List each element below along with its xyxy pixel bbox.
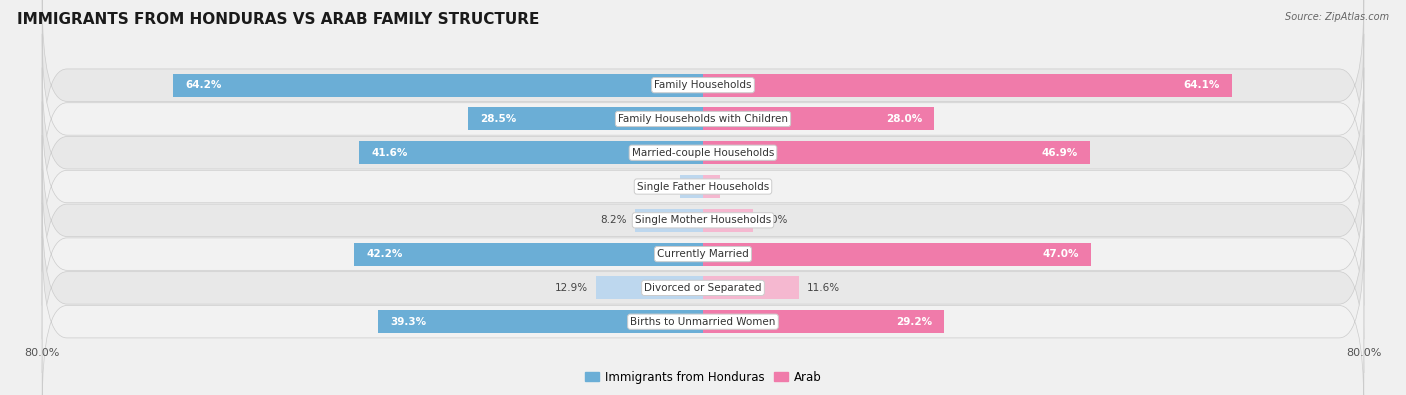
- Bar: [596, 276, 703, 299]
- Text: Married-couple Households: Married-couple Households: [631, 148, 775, 158]
- Text: 11.6%: 11.6%: [807, 283, 841, 293]
- Bar: [703, 175, 720, 198]
- Bar: [703, 209, 752, 232]
- Text: 41.6%: 41.6%: [371, 148, 408, 158]
- Text: Source: ZipAtlas.com: Source: ZipAtlas.com: [1285, 12, 1389, 22]
- Bar: [703, 74, 1233, 97]
- Bar: [703, 243, 1091, 265]
- Text: 64.2%: 64.2%: [186, 80, 222, 90]
- Bar: [703, 310, 945, 333]
- FancyBboxPatch shape: [42, 102, 1364, 272]
- Text: 39.3%: 39.3%: [391, 317, 427, 327]
- FancyBboxPatch shape: [42, 34, 1364, 204]
- FancyBboxPatch shape: [42, 169, 1364, 339]
- Text: 12.9%: 12.9%: [555, 283, 588, 293]
- Text: Currently Married: Currently Married: [657, 249, 749, 259]
- Text: Single Mother Households: Single Mother Households: [636, 215, 770, 225]
- FancyBboxPatch shape: [42, 135, 1364, 305]
- FancyBboxPatch shape: [42, 237, 1364, 395]
- Bar: [681, 175, 703, 198]
- Text: Family Households: Family Households: [654, 80, 752, 90]
- Legend: Immigrants from Honduras, Arab: Immigrants from Honduras, Arab: [579, 366, 827, 388]
- Text: 47.0%: 47.0%: [1042, 249, 1078, 259]
- Bar: [636, 209, 703, 232]
- Bar: [173, 74, 703, 97]
- Text: 8.2%: 8.2%: [600, 215, 627, 225]
- Text: 42.2%: 42.2%: [367, 249, 404, 259]
- Text: 28.0%: 28.0%: [886, 114, 922, 124]
- Text: Family Households with Children: Family Households with Children: [619, 114, 787, 124]
- Bar: [703, 107, 934, 130]
- Text: Single Father Households: Single Father Households: [637, 182, 769, 192]
- FancyBboxPatch shape: [42, 0, 1364, 170]
- Text: 46.9%: 46.9%: [1042, 148, 1078, 158]
- Bar: [703, 276, 799, 299]
- Text: 2.8%: 2.8%: [645, 182, 672, 192]
- Bar: [354, 243, 703, 265]
- Text: Births to Unmarried Women: Births to Unmarried Women: [630, 317, 776, 327]
- Text: 2.1%: 2.1%: [728, 182, 755, 192]
- Bar: [360, 141, 703, 164]
- Text: 64.1%: 64.1%: [1184, 80, 1220, 90]
- Text: IMMIGRANTS FROM HONDURAS VS ARAB FAMILY STRUCTURE: IMMIGRANTS FROM HONDURAS VS ARAB FAMILY …: [17, 12, 540, 27]
- Bar: [703, 141, 1091, 164]
- Bar: [468, 107, 703, 130]
- Text: 28.5%: 28.5%: [479, 114, 516, 124]
- FancyBboxPatch shape: [42, 203, 1364, 373]
- Text: Divorced or Separated: Divorced or Separated: [644, 283, 762, 293]
- Text: 6.0%: 6.0%: [761, 215, 787, 225]
- Bar: [378, 310, 703, 333]
- FancyBboxPatch shape: [42, 68, 1364, 238]
- Text: 29.2%: 29.2%: [896, 317, 932, 327]
